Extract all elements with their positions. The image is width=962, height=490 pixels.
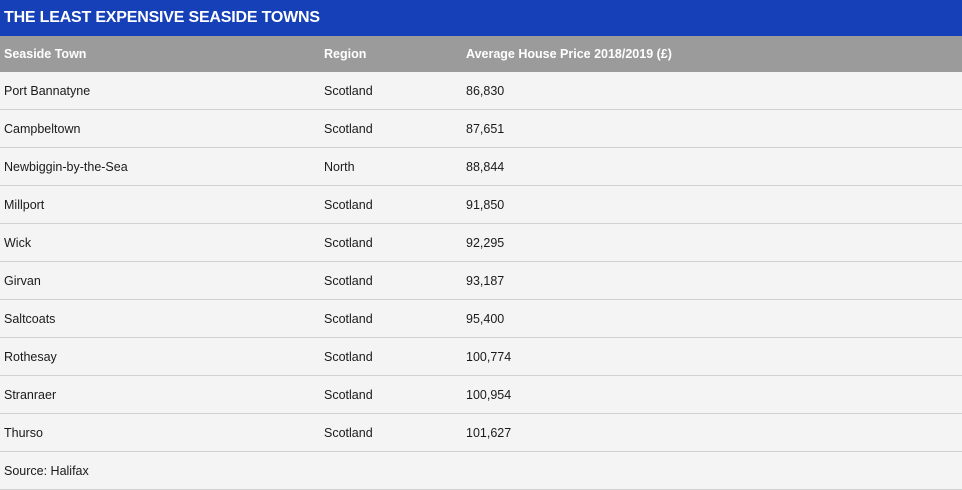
table-row: Newbiggin-by-the-Sea North 88,844 [0, 148, 962, 186]
source-note: Source: Halifax [0, 452, 962, 490]
cell-price: 88,844 [466, 159, 505, 174]
cell-price: 91,850 [466, 197, 505, 212]
table-row: Girvan Scotland 93,187 [0, 262, 962, 300]
table-row: Wick Scotland 92,295 [0, 224, 962, 262]
cell-town: Saltcoats [4, 311, 56, 326]
cell-price: 87,651 [466, 121, 505, 136]
cell-price: 100,954 [466, 387, 512, 402]
cell-price: 95,400 [466, 311, 505, 326]
cell-price: 93,187 [466, 273, 505, 288]
cell-town: Campbeltown [4, 121, 81, 136]
cell-price: 101,627 [466, 425, 512, 440]
cell-region: Scotland [324, 311, 373, 326]
cell-price: 100,774 [466, 349, 512, 364]
cell-region: Scotland [324, 273, 373, 288]
table-header: Seaside Town Region Average House Price … [0, 36, 962, 72]
column-header-region: Region [324, 47, 367, 61]
cell-town: Thurso [4, 425, 43, 440]
cell-region: Scotland [324, 387, 373, 402]
column-header-price: Average House Price 2018/2019 (£) [466, 47, 672, 61]
cell-region: Scotland [324, 235, 373, 250]
cell-region: Scotland [324, 425, 373, 440]
cell-region: North [324, 159, 355, 174]
cell-town: Girvan [4, 273, 41, 288]
cell-town: Rothesay [4, 349, 57, 364]
cell-region: Scotland [324, 349, 373, 364]
cell-town: Wick [4, 235, 32, 250]
column-header-town: Seaside Town [4, 47, 87, 61]
table-row: Millport Scotland 91,850 [0, 186, 962, 224]
table-row: Rothesay Scotland 100,774 [0, 338, 962, 376]
table-row: Thurso Scotland 101,627 [0, 414, 962, 452]
cell-town: Newbiggin-by-the-Sea [4, 159, 128, 174]
cell-price: 92,295 [466, 235, 505, 250]
cell-town: Stranraer [4, 387, 57, 402]
cell-price: 86,830 [466, 83, 505, 98]
table-row: Saltcoats Scotland 95,400 [0, 300, 962, 338]
cell-region: Scotland [324, 83, 373, 98]
table-title: THE LEAST EXPENSIVE SEASIDE TOWNS [0, 0, 962, 36]
cell-region: Scotland [324, 197, 373, 212]
cell-town: Millport [4, 197, 45, 212]
table-row: Port Bannatyne Scotland 86,830 [0, 72, 962, 110]
cell-region: Scotland [324, 121, 373, 136]
cell-town: Port Bannatyne [4, 83, 91, 98]
table-row: Stranraer Scotland 100,954 [0, 376, 962, 414]
table-row: Campbeltown Scotland 87,651 [0, 110, 962, 148]
